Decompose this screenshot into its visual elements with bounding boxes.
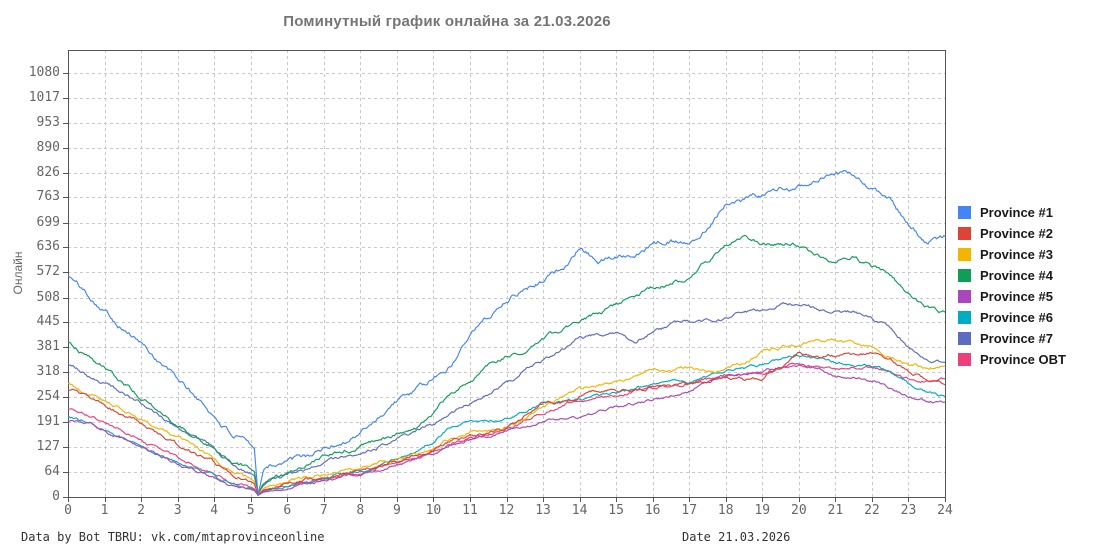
legend-item: Province #6 xyxy=(958,307,1066,328)
legend-series-name: Province #1 xyxy=(980,205,1053,220)
x-tick-label: 20 xyxy=(791,503,807,518)
legend-color-swatch xyxy=(958,290,971,303)
y-tick-label: 445 xyxy=(36,314,60,330)
legend-series-name: Province #5 xyxy=(980,289,1053,304)
x-tick-label: 14 xyxy=(571,503,588,518)
y-tick-label: 64 xyxy=(44,463,60,479)
legend-color-swatch xyxy=(958,311,971,324)
x-tick-label: 3 xyxy=(173,503,182,518)
x-tick-label: 4 xyxy=(210,503,219,518)
legend-series-name: Province #7 xyxy=(980,331,1053,346)
legend-color-swatch xyxy=(958,353,971,366)
x-tick-label: 24 xyxy=(937,503,953,518)
legend-color-swatch xyxy=(958,269,971,282)
x-tick-label: 8 xyxy=(356,503,365,518)
y-tick-label: 953 xyxy=(36,114,60,130)
legend-series-name: Province #3 xyxy=(980,247,1053,262)
legend-series-name: Province OBT xyxy=(980,352,1066,367)
y-tick-label: 254 xyxy=(36,389,60,405)
y-tick-label: 763 xyxy=(36,189,60,205)
y-tick-label: 1080 xyxy=(28,65,60,80)
legend-item: Province #5 xyxy=(958,286,1066,307)
x-tick-label: 21 xyxy=(827,503,844,518)
legend-item: Province #3 xyxy=(958,244,1066,265)
chart-legend: Province #1 Province #2 Province #3 Provinc… xyxy=(958,202,1066,370)
x-tick-label: 11 xyxy=(462,503,478,518)
y-tick-label: 127 xyxy=(36,439,60,455)
x-tick-label: 0 xyxy=(64,503,72,518)
x-tick-label: 13 xyxy=(535,503,551,518)
x-tick-label: 5 xyxy=(246,503,255,518)
legend-color-swatch xyxy=(958,206,971,219)
x-tick-label: 16 xyxy=(644,503,661,518)
footer-credit: Data by Bot TBRU: vk.com/mtaprovinceonli… xyxy=(21,530,325,544)
y-tick-label: 826 xyxy=(36,164,60,180)
legend-series-name: Province #2 xyxy=(980,226,1053,241)
legend-series-name: Province #4 xyxy=(980,268,1053,283)
x-tick-label: 19 xyxy=(754,503,771,518)
legend-item: Province #1 xyxy=(958,202,1066,223)
y-tick-label: 1017 xyxy=(28,89,60,105)
x-tick-label: 23 xyxy=(900,503,917,518)
y-tick-label: 381 xyxy=(36,339,60,355)
x-tick-label: 1 xyxy=(100,503,109,518)
y-tick-label: 191 xyxy=(36,414,60,429)
x-tick-label: 18 xyxy=(717,503,734,518)
legend-color-swatch xyxy=(958,332,971,345)
legend-item: Province #4 xyxy=(958,265,1066,286)
x-tick-label: 22 xyxy=(864,503,880,518)
y-tick-label: 636 xyxy=(36,239,60,255)
x-tick-label: 15 xyxy=(608,503,624,518)
y-tick-label: 699 xyxy=(36,214,60,230)
x-tick-label: 9 xyxy=(392,503,401,518)
x-tick-label: 2 xyxy=(137,503,145,518)
y-tick-label: 0 xyxy=(52,489,60,504)
legend-item: Province OBT xyxy=(958,349,1066,370)
legend-color-swatch xyxy=(958,248,971,261)
footer-date: Date 21.03.2026 xyxy=(682,530,791,544)
y-tick-label: 318 xyxy=(36,364,60,380)
x-tick-label: 17 xyxy=(681,503,698,518)
legend-item: Province #2 xyxy=(958,223,1066,244)
legend-series-name: Province #6 xyxy=(980,310,1053,325)
legend-item: Province #7 xyxy=(958,328,1066,349)
y-tick-label: 508 xyxy=(36,289,60,305)
y-tick-label: 890 xyxy=(36,139,60,155)
y-tick-label: 572 xyxy=(36,264,60,280)
x-tick-label: 7 xyxy=(319,503,328,518)
x-tick-label: 6 xyxy=(283,503,292,518)
x-tick-label: 10 xyxy=(425,503,442,518)
x-tick-label: 12 xyxy=(498,503,515,518)
legend-color-swatch xyxy=(958,227,971,240)
